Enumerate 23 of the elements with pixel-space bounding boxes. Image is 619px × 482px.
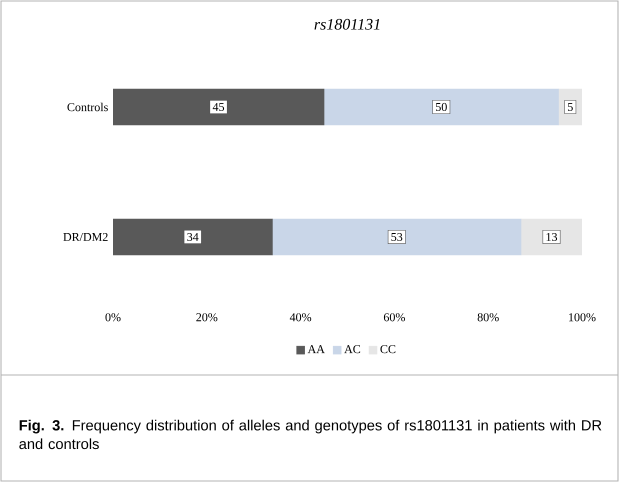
data-label: 53 <box>391 232 402 242</box>
y-tick-label: Controls <box>67 102 108 112</box>
bar <box>324 88 559 126</box>
bar <box>272 218 522 256</box>
chart-title: rs1801131 <box>314 18 380 30</box>
x-tick-label: 100% <box>569 313 596 322</box>
legend-label: AA <box>308 345 325 354</box>
x-tick-label: 20% <box>196 313 218 322</box>
x-tick-label: 0% <box>105 313 121 322</box>
x-tick-label: 40% <box>290 313 312 322</box>
data-label: 50 <box>436 102 447 112</box>
data-label: 13 <box>546 232 558 242</box>
data-label: 34 <box>187 232 199 242</box>
text: Fig. 3. Frequency distribution of alleles and genotypes of rs1801131 in patients with DR and controls <box>19 420 602 450</box>
bar <box>113 218 273 256</box>
bar <box>113 88 324 126</box>
legend-label: AC <box>344 345 360 354</box>
x-tick-label: 80% <box>478 313 499 322</box>
data-label: 5 <box>568 103 573 111</box>
y-tick-label: DR/DM2 <box>63 232 108 242</box>
legend-label: CC <box>380 345 396 354</box>
x-tick-label: 60% <box>384 313 405 322</box>
data-label: 45 <box>212 102 224 112</box>
